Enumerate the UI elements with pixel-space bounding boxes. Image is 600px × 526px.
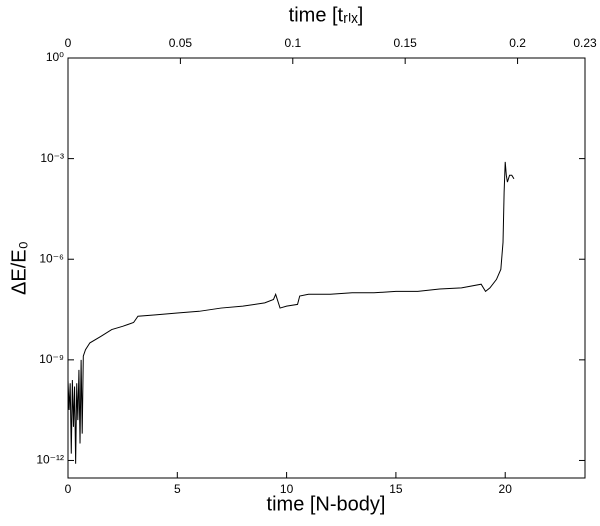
x2-tick-label: 0.15 xyxy=(393,36,417,50)
x2-tick-label: 0 xyxy=(65,36,72,50)
x-tick-label: 5 xyxy=(174,482,181,496)
x2-axis-label: time [tᵣₗₓ] xyxy=(289,4,364,26)
x2-tick-label: 0.1 xyxy=(284,36,301,50)
x-axis-label: time [N-body] xyxy=(267,493,386,515)
x-tick-label: 10 xyxy=(280,482,294,496)
y-tick-label: 10⁻¹² xyxy=(36,453,64,467)
x-tick-label: 0 xyxy=(65,482,72,496)
x2-tick-label: 0.2 xyxy=(509,36,526,50)
x-tick-label: 15 xyxy=(389,482,403,496)
y-tick-label: 10⁻³ xyxy=(40,151,64,165)
y-tick-label: 10⁰ xyxy=(46,50,64,64)
x2-tick-label: 0.05 xyxy=(169,36,193,50)
y-axis-label: ΔE/E₀ xyxy=(8,241,30,295)
data-line xyxy=(67,161,515,464)
y-tick-label: 10⁻⁹ xyxy=(39,352,64,366)
plot-frame xyxy=(67,57,586,479)
x-tick-label: 20 xyxy=(499,482,513,496)
y-tick-label: 10⁻⁶ xyxy=(39,251,64,265)
x2-tick-label: 0.23 xyxy=(573,36,597,50)
